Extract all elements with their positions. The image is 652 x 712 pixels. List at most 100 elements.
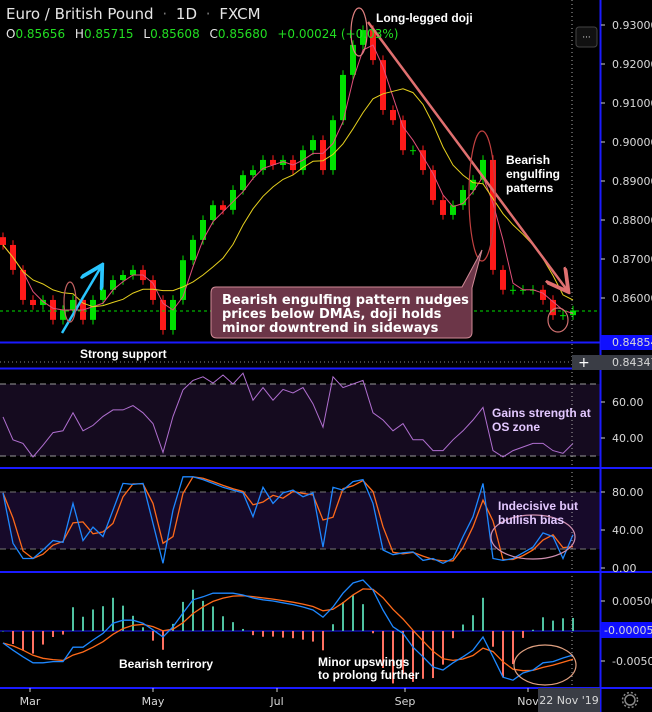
macd-histogram-bar xyxy=(482,597,484,631)
candle[interactable] xyxy=(310,135,316,155)
candle[interactable] xyxy=(570,305,576,320)
candle[interactable] xyxy=(500,265,506,295)
macd-highlight-ellipse[interactable] xyxy=(513,644,577,686)
stoch-highlight-ellipse[interactable] xyxy=(490,514,576,560)
candle[interactable] xyxy=(360,25,366,50)
candle-body xyxy=(390,110,396,121)
candle[interactable] xyxy=(410,145,416,155)
crosshair-icon: + xyxy=(578,355,590,371)
candle[interactable] xyxy=(30,295,36,310)
macd-histogram-bar xyxy=(152,631,154,641)
candle-body xyxy=(360,30,366,45)
candle-body xyxy=(330,120,336,171)
more-icon: ··· xyxy=(582,33,591,43)
candle[interactable] xyxy=(170,295,176,335)
macd-histogram-bar xyxy=(72,607,74,631)
candle[interactable] xyxy=(160,295,166,335)
price-tick-label: 0.86000 xyxy=(612,292,652,305)
candle[interactable] xyxy=(120,270,126,285)
date-badge: 22 Nov '19 xyxy=(538,688,600,712)
candle[interactable] xyxy=(480,155,486,185)
macd-histogram-bar xyxy=(462,624,464,631)
candle[interactable] xyxy=(240,170,246,195)
price-pane[interactable] xyxy=(0,25,576,335)
candle[interactable] xyxy=(70,295,76,315)
downtrend-arrow[interactable] xyxy=(366,21,567,290)
macd-histogram-bar xyxy=(512,631,514,665)
candle[interactable] xyxy=(260,155,266,175)
stoch-k-line xyxy=(2,476,574,565)
candle[interactable] xyxy=(490,155,496,275)
candle[interactable] xyxy=(440,195,446,220)
macd-histogram-bar xyxy=(522,631,524,638)
macd-histogram-bar xyxy=(372,631,374,634)
candle[interactable] xyxy=(330,115,336,175)
candle[interactable] xyxy=(40,295,46,310)
candle[interactable] xyxy=(460,185,466,210)
macd-histogram-bar xyxy=(322,631,324,651)
engulfing-highlight-ellipse[interactable] xyxy=(468,130,496,262)
candle-body xyxy=(230,189,236,210)
macd-histogram-bar xyxy=(572,617,574,631)
macd-histogram-bar xyxy=(212,606,214,631)
candle[interactable] xyxy=(400,115,406,155)
settings-gear-icon[interactable] xyxy=(621,691,639,709)
candle-body xyxy=(110,280,116,290)
macd-pane[interactable] xyxy=(2,579,574,684)
doji-recent-ellipse[interactable] xyxy=(547,307,569,333)
candle-body xyxy=(560,315,566,317)
callout-box[interactable]: Bearish engulfing pattern nudges prices … xyxy=(210,249,483,339)
candle[interactable] xyxy=(550,295,556,320)
candle[interactable] xyxy=(320,135,326,175)
candle[interactable] xyxy=(190,235,196,265)
candle[interactable] xyxy=(90,295,96,325)
candle[interactable] xyxy=(390,105,396,125)
candle[interactable] xyxy=(110,275,116,295)
candle[interactable] xyxy=(340,70,346,125)
candle[interactable] xyxy=(230,185,236,215)
candle-body xyxy=(200,220,206,240)
rsi-line xyxy=(2,372,574,458)
candle[interactable] xyxy=(280,155,286,170)
candle[interactable] xyxy=(510,285,516,295)
candle[interactable] xyxy=(50,295,56,325)
candle-body xyxy=(280,159,286,166)
macd-histogram-bar xyxy=(352,595,354,631)
annotation-rsi: Gains strength at xyxy=(492,406,591,420)
candle-body xyxy=(410,150,416,152)
candle[interactable] xyxy=(0,232,6,250)
rsi-pane[interactable] xyxy=(2,372,574,458)
more-options-button[interactable]: ··· xyxy=(575,26,598,48)
time-tick-label: Sep xyxy=(395,695,416,708)
candle[interactable] xyxy=(540,285,546,305)
candle[interactable] xyxy=(210,200,216,225)
macd-line xyxy=(2,579,574,681)
short-dma-line xyxy=(2,44,574,315)
candle[interactable] xyxy=(130,265,136,280)
candle[interactable] xyxy=(560,310,566,320)
candle[interactable] xyxy=(430,165,436,205)
candle[interactable] xyxy=(60,305,66,325)
candle[interactable] xyxy=(450,200,456,220)
doji-highlight-ellipse[interactable] xyxy=(350,7,368,57)
macd-histogram-bar xyxy=(62,631,64,635)
symbol-name[interactable]: Euro / British Pound xyxy=(6,5,154,23)
candle-body xyxy=(570,310,576,316)
candle-body xyxy=(320,140,326,171)
candle-body xyxy=(20,269,26,300)
svg-text:0.84347: 0.84347 xyxy=(612,356,652,369)
candle[interactable] xyxy=(250,165,256,180)
candle[interactable] xyxy=(420,145,426,175)
pattern-highlight-ellipse[interactable] xyxy=(63,281,77,323)
candle[interactable] xyxy=(270,155,276,170)
svg-text:Euro / British Pound ·: Euro / British Pound · 1D · FXCM xyxy=(6,5,261,23)
interval[interactable]: 1D xyxy=(176,5,197,23)
stochastic-pane[interactable] xyxy=(2,476,574,565)
candle[interactable] xyxy=(380,55,386,115)
candle[interactable] xyxy=(150,275,156,305)
macd-histogram-bar xyxy=(112,597,114,631)
